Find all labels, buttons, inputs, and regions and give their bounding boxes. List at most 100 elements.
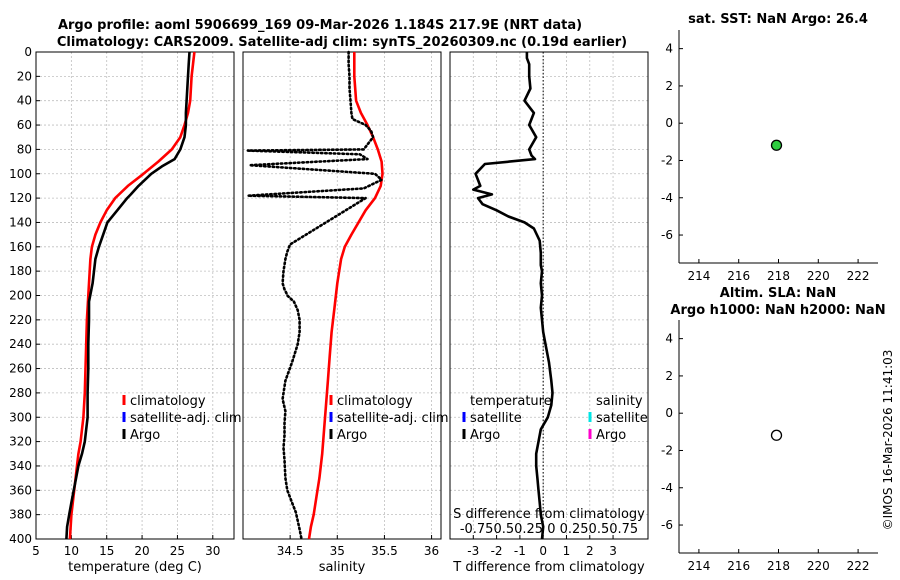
- y-tick-label: 240: [9, 337, 32, 351]
- legend-label: Argo: [130, 428, 160, 443]
- y-tick-label: 40: [17, 94, 32, 108]
- salinity-axes-frame: [242, 51, 442, 540]
- sst-title: sat. SST: NaN Argo: 26.4: [688, 12, 868, 27]
- y-tick-label: 100: [9, 167, 32, 181]
- x-tick-label: 25: [170, 544, 185, 558]
- x-tick-label: 15: [99, 544, 114, 558]
- y-tick-label: 340: [9, 459, 32, 473]
- y-tick-label: 260: [9, 362, 32, 376]
- y-tick-label: 220: [9, 313, 32, 327]
- y-tick-label: 400: [9, 532, 32, 546]
- x-tick-label: -2: [491, 544, 503, 558]
- legend-label: climatology: [337, 394, 413, 409]
- sla-title: Altim. SLA: NaN: [720, 286, 836, 301]
- y-tick-label: 2: [665, 79, 673, 93]
- difference-top-label: S difference from climatology: [453, 507, 645, 522]
- salinity-series-climatology: [307, 52, 384, 540]
- y-tick-label: -6: [661, 518, 673, 532]
- figure-title-line1: Argo profile: aoml 5906699_169 09-Mar-20…: [58, 18, 582, 33]
- x-tick-label: 34.5: [277, 544, 304, 558]
- difference-panel: -3 -2 -1 0 1 2 3 T difference from climatology t…: [449, 51, 649, 575]
- x-tick-label: 216: [727, 269, 750, 283]
- x-tick-label: -1: [514, 544, 526, 558]
- x-tick-label: 214: [687, 559, 710, 573]
- salinity-xlabel: salinity: [319, 560, 366, 575]
- sst-panel: 4 2 0 -2 -4 -6 214 216 218 220 222 sat. SST: NaN Ar…: [661, 12, 878, 283]
- temperature-series-argo: [65, 51, 191, 540]
- x-tick-label: 214: [687, 269, 710, 283]
- y-tick-label: 360: [9, 483, 32, 497]
- y-tick-label: -4: [661, 481, 673, 495]
- x-tick-label: 36: [424, 544, 439, 558]
- legend-title-salinity: salinity: [596, 394, 643, 409]
- legend-label: satellite: [470, 411, 522, 426]
- y-tick-label: 0: [24, 45, 32, 59]
- legend-label: satellite-adj. clim: [130, 411, 242, 426]
- x-tick-label: 220: [807, 559, 830, 573]
- temperature-grid: [35, 52, 234, 539]
- difference-grid: [450, 52, 648, 539]
- x-tick-label: 222: [847, 269, 870, 283]
- difference-xlabel: T difference from climatology: [452, 560, 645, 575]
- y-tick-label: 20: [17, 69, 32, 83]
- x-tick-label: 222: [847, 559, 870, 573]
- legend-label: climatology: [130, 394, 206, 409]
- temperature-panel: 5 10 15 20 25 3002040608010012014016018020022…: [9, 45, 242, 575]
- y-tick-label: 0: [665, 116, 673, 130]
- y-tick-label: 380: [9, 508, 32, 522]
- y-tick-label: 4: [665, 332, 673, 346]
- sla-marker: [770, 429, 783, 441]
- legend-title-temperature: temperature: [470, 394, 552, 409]
- legend-label: satellite: [596, 411, 648, 426]
- y-tick-label: 0: [665, 406, 673, 420]
- x-tick-label: 20: [134, 544, 149, 558]
- y-tick-label: 300: [9, 410, 32, 424]
- x-tick-label: 216: [727, 559, 750, 573]
- sla-subtitle: Argo h1000: NaN h2000: NaN: [670, 303, 885, 318]
- y-tick-label: 200: [9, 289, 32, 303]
- difference-top-ticks: -0.750.50.25 0 0.250.50.75: [460, 522, 638, 537]
- sst-marker: [770, 139, 783, 151]
- x-tick-label: 218: [767, 269, 790, 283]
- y-tick-label: 60: [17, 118, 32, 132]
- x-tick-label: 220: [807, 269, 830, 283]
- x-tick-label: 2: [586, 544, 594, 558]
- sla-panel: 4 2 0 -2 -4 -6 214 216 218 220 222 Altim. SLA: NaN A…: [661, 286, 886, 573]
- timestamp: ©IMOS 16-Mar-2026 11:41:03: [881, 350, 895, 531]
- x-tick-label: 35.5: [371, 544, 398, 558]
- salinity-grid: [243, 52, 441, 539]
- salinity-series-argo: [246, 50, 383, 541]
- legend-label: Argo: [596, 428, 626, 443]
- y-tick-label: -6: [661, 228, 673, 242]
- y-tick-label: 4: [665, 42, 673, 56]
- x-tick-label: 35: [330, 544, 345, 558]
- legend-label: satellite-adj. clim: [337, 411, 449, 426]
- y-tick-label: 280: [9, 386, 32, 400]
- difference-series-argo-t-diff: [471, 52, 554, 540]
- y-tick-label: -2: [661, 443, 673, 457]
- y-tick-label: 2: [665, 369, 673, 383]
- y-tick-label: 140: [9, 215, 32, 229]
- x-tick-label: 0: [539, 544, 547, 558]
- difference-axes-frame: [449, 51, 649, 540]
- temperature-xlabel: temperature (deg C): [68, 560, 202, 575]
- x-tick-label: -3: [467, 544, 479, 558]
- y-tick-label: -2: [661, 153, 673, 167]
- legend-label: Argo: [337, 428, 367, 443]
- x-tick-label: 3: [609, 544, 617, 558]
- y-tick-label: 160: [9, 240, 32, 254]
- y-tick-label: -4: [661, 191, 673, 205]
- x-tick-label: 30: [205, 544, 220, 558]
- x-tick-label: 10: [64, 544, 79, 558]
- figure-title-line2: Climatology: CARS2009. Satellite-adj cli…: [57, 35, 627, 50]
- legend-label: Argo: [470, 428, 500, 443]
- salinity-panel: 34.5 35 35.5 36 salinity climatology satellite…: [242, 50, 449, 575]
- y-tick-label: 80: [17, 142, 32, 156]
- y-tick-label: 180: [9, 264, 32, 278]
- x-tick-label: 5: [32, 544, 40, 558]
- x-tick-label: 218: [767, 559, 790, 573]
- y-tick-label: 120: [9, 191, 32, 205]
- y-tick-label: 320: [9, 435, 32, 449]
- x-tick-label: 1: [563, 544, 571, 558]
